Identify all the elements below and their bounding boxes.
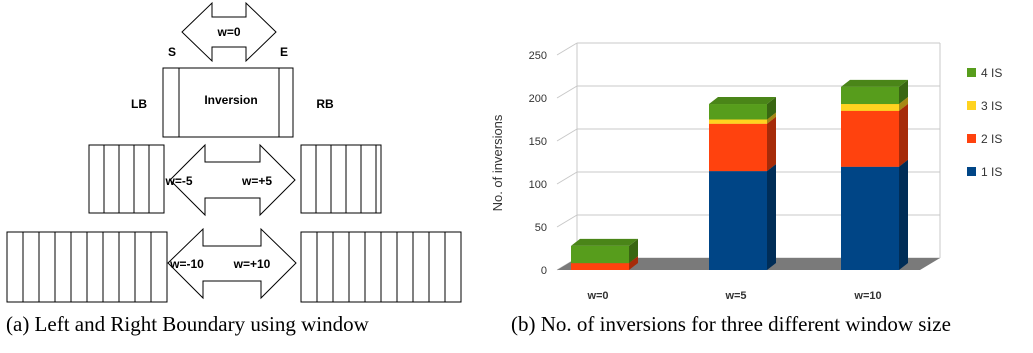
- bar-segment: [709, 164, 776, 270]
- legend-swatch: [967, 101, 976, 110]
- window-5-right-label: w=+5: [241, 174, 272, 188]
- window-10-left-cells: [6, 231, 168, 303]
- right-boundary-label: RB: [316, 97, 334, 111]
- bar-segment: [841, 159, 908, 270]
- bar-segment: [841, 79, 908, 105]
- chart-legend: 4 IS 3 IS 2 IS 1 IS: [967, 66, 1002, 179]
- bar-segment: [841, 103, 908, 167]
- y-tick-label: 100: [529, 179, 547, 191]
- legend-item: 4 IS: [967, 66, 1002, 80]
- window-5-left-cells: [88, 144, 165, 214]
- boundary-diagram: w=0 S E Inversion LB RB w=-5 w=+5 w=-10 …: [6, 1, 462, 303]
- legend-label: 3 IS: [981, 99, 1002, 113]
- chart-bars: [571, 79, 908, 270]
- legend-swatch: [967, 68, 976, 77]
- window-zero-arrow: [181, 1, 277, 63]
- x-tick-label: w=5: [724, 290, 746, 302]
- window-10-arrow: [167, 227, 297, 300]
- gridline: [556, 85, 578, 99]
- y-tick-label: 200: [529, 93, 547, 105]
- start-label: S: [168, 45, 176, 59]
- window-5-left-label: w=-5: [164, 174, 192, 188]
- y-tick-label: 0: [541, 265, 547, 277]
- bar-segment: [709, 97, 776, 120]
- bar-segment: [571, 238, 638, 264]
- end-label: E: [280, 45, 288, 59]
- y-axis-title: No. of inversions: [490, 114, 505, 211]
- window-10-left-label: w=-10: [169, 257, 204, 271]
- y-tick-label: 150: [529, 136, 547, 148]
- gridline: [556, 214, 578, 228]
- window-5-arrow: [169, 143, 296, 217]
- legend-item: 1 IS: [967, 165, 1002, 179]
- legend-item: 3 IS: [967, 99, 1002, 113]
- legend-swatch: [967, 134, 976, 143]
- legend-swatch: [967, 167, 976, 176]
- legend-label: 2 IS: [981, 132, 1002, 146]
- window-zero-label: w=0: [216, 25, 240, 39]
- caption-a: (a) Left and Right Boundary using window: [6, 312, 369, 336]
- window-10-right-label: w=+10: [233, 257, 271, 271]
- left-boundary-label: LB: [131, 97, 147, 111]
- gridline: [556, 171, 578, 185]
- bar-segment: [709, 116, 776, 172]
- y-tick-label: 250: [529, 50, 547, 62]
- legend-item: 2 IS: [967, 132, 1002, 146]
- window-5-right-cells: [300, 144, 382, 214]
- legend-label: 4 IS: [981, 66, 1002, 80]
- window-10-right-cells: [300, 231, 462, 303]
- inversion-label: Inversion: [204, 93, 257, 107]
- legend-label: 1 IS: [981, 165, 1002, 179]
- y-tick-label: 50: [535, 222, 547, 234]
- gridline: [556, 128, 578, 142]
- inversion-block: [162, 67, 294, 138]
- y-axis-ticks: 0 50 100 150 200 250: [529, 50, 547, 277]
- x-tick-label: w=10: [853, 290, 881, 302]
- caption-b: (b) No. of inversions for three differen…: [511, 312, 951, 336]
- x-tick-label: w=0: [586, 290, 608, 302]
- gridline: [556, 42, 578, 56]
- inversions-chart: 0 50 100 150 200 250 w=0 w=5 w=10 No. of invers…: [490, 42, 1002, 302]
- x-axis-labels: w=0 w=5 w=10: [586, 290, 881, 302]
